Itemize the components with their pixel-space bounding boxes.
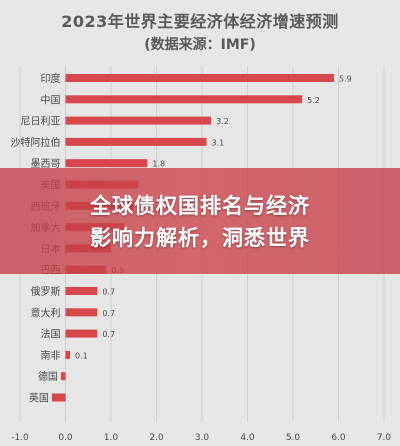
- data-label: 3.2: [216, 117, 229, 126]
- bar: [65, 287, 98, 295]
- bar: [65, 308, 98, 317]
- category-label: 尼日利亚: [21, 116, 61, 128]
- category-label: 英国: [29, 392, 49, 405]
- data-label: 5.9: [339, 75, 352, 84]
- bar: [65, 137, 207, 146]
- bar: [65, 159, 148, 168]
- category-label: 印度: [41, 72, 61, 85]
- data-label: 3.1: [212, 138, 225, 147]
- category-label: 德国: [38, 370, 58, 383]
- x-tick-label: 0.0: [58, 433, 73, 443]
- chart-title: 2023年世界主要经济体经济增速预测: [61, 12, 339, 31]
- category-label: 意大利: [31, 306, 61, 319]
- headline: 全球债权国排名与经济 影响力解析，洞悉世界: [0, 190, 400, 254]
- headline-line-1: 全球债权国排名与经济: [90, 194, 310, 218]
- x-tick-label: 3.0: [195, 433, 210, 443]
- x-tick-label: 2.0: [149, 433, 164, 443]
- chart-subtitle: (数据来源：IMF): [144, 37, 256, 53]
- data-label: 1.8: [152, 160, 165, 169]
- x-tick-label: 6.0: [331, 433, 346, 443]
- data-label: 0.7: [102, 309, 115, 318]
- x-tick-label: 1.0: [104, 433, 119, 443]
- bar: [65, 350, 71, 359]
- category-label: 俄罗斯: [31, 285, 61, 298]
- bar: [65, 74, 334, 82]
- category-label: 南非: [41, 349, 61, 362]
- bar: [65, 329, 98, 338]
- headline-banner: [0, 168, 400, 274]
- bar: [65, 116, 212, 125]
- data-label: 5.2: [307, 96, 320, 105]
- headline-line-2: 影响力解析，洞悉世界: [90, 226, 310, 250]
- data-label: 0.1: [75, 351, 88, 360]
- category-label: 法国: [41, 328, 61, 341]
- bar: [51, 393, 66, 402]
- data-label: 0.7: [102, 330, 115, 339]
- x-tick-label: 4.0: [240, 433, 255, 443]
- bar: [60, 372, 66, 381]
- x-tick-label: 5.0: [286, 433, 301, 443]
- data-label: 0.7: [102, 288, 115, 297]
- x-tick-label: 7.0: [377, 433, 392, 443]
- category-label: 墨西哥: [31, 158, 61, 170]
- x-tick-label: -1.0: [11, 433, 29, 443]
- category-label: 沙特阿拉伯: [11, 136, 61, 149]
- category-label: 中国: [41, 93, 61, 106]
- bar: [65, 95, 303, 104]
